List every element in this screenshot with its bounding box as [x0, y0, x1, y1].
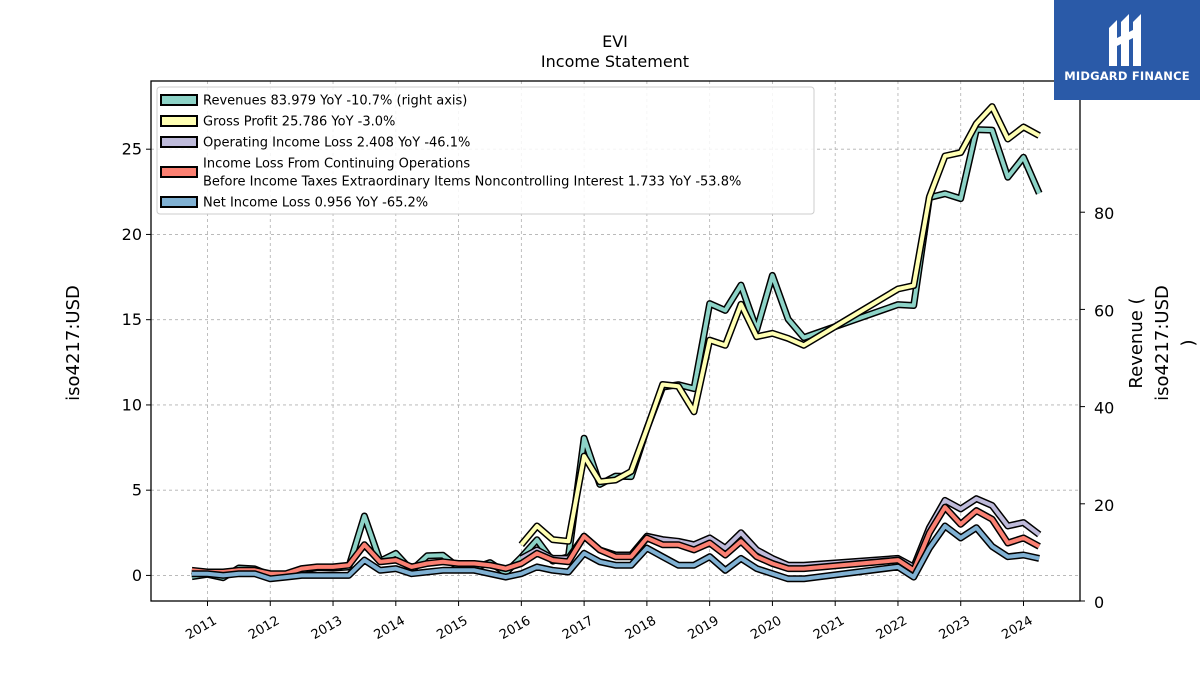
series-line — [520, 496, 1041, 569]
x-tick-label: 2018 — [623, 613, 659, 643]
x-tick-label: 2016 — [497, 613, 533, 643]
x-tick-label: 2020 — [748, 613, 784, 643]
plot-frame — [150, 80, 1081, 602]
y-tick-label-left: 5 — [132, 481, 142, 500]
x-tick-label: 2017 — [560, 613, 596, 643]
y-tick-label-right: 0 — [1094, 593, 1104, 612]
y-tick-label-left: 25 — [122, 140, 142, 159]
legend-swatch — [160, 115, 198, 127]
y-tick-label-right: 80 — [1094, 204, 1114, 223]
y-axis-label-right-line: iso4217:USD — [1152, 285, 1173, 401]
chart-title: EVI — [602, 32, 628, 51]
legend-label: Operating Income Loss 2.408 YoY -46.1% — [203, 136, 470, 151]
series-layer — [191, 103, 1043, 583]
y-axis-label-right-line: ) — [1178, 339, 1199, 346]
legend-label: Net Income Loss 0.956 YoY -65.2% — [203, 196, 428, 211]
y-tick-label-left: 0 — [132, 566, 142, 585]
y-tick-label-right: 40 — [1094, 399, 1114, 418]
legend-box — [156, 86, 815, 215]
x-tick-label: 2022 — [874, 613, 910, 643]
x-tick-label: 2013 — [309, 613, 345, 643]
series-line — [191, 505, 1041, 576]
y-tick-label-left: 15 — [122, 310, 142, 329]
y-tick-label-left: 20 — [122, 225, 142, 244]
legend: Revenues 83.979 YoY -10.7% (right axis) G… — [156, 86, 815, 215]
midgard-logo-mark-icon — [1109, 14, 1141, 66]
legend-label: Gross Profit 25.786 YoY -3.0% — [203, 115, 395, 130]
legend-swatch — [160, 136, 198, 148]
y-tick-label-right: 60 — [1094, 301, 1114, 320]
logo-text: MIDGARD FINANCE — [1064, 69, 1190, 83]
legend-swatch — [160, 94, 198, 106]
series-line — [519, 104, 1041, 546]
y-axis-label-left: iso4217:USD — [63, 285, 84, 401]
x-tick-label: 2014 — [372, 613, 408, 643]
x-tick-label: 2015 — [434, 613, 470, 643]
legend-label: Income Loss From Continuing Operations — [203, 157, 470, 172]
midgard-finance-logo: MIDGARD FINANCE — [1054, 0, 1200, 100]
legend-swatch — [160, 196, 198, 208]
y-tick-label-left: 10 — [122, 395, 142, 414]
x-tick-label: 2019 — [685, 613, 721, 643]
y-axis-label-right: Revenue (iso4217:USD) — [1126, 285, 1199, 401]
chart-subtitle: Income Statement — [541, 52, 689, 71]
y-axis-label-right-line: Revenue ( — [1126, 297, 1147, 388]
x-tick-label: 2011 — [183, 613, 219, 643]
legend-swatch — [160, 166, 198, 178]
series-line — [191, 524, 1040, 581]
x-tick-label: 2024 — [999, 613, 1035, 643]
x-tick-label: 2012 — [246, 613, 282, 643]
legend-label: Before Income Taxes Extraordinary Items … — [203, 175, 741, 190]
y-tick-label-right: 20 — [1094, 496, 1114, 515]
x-tick-label: 2021 — [811, 613, 847, 643]
legend-label: Revenues 83.979 YoY -10.7% (right axis) — [203, 94, 467, 109]
x-tick-label: 2023 — [937, 613, 973, 643]
